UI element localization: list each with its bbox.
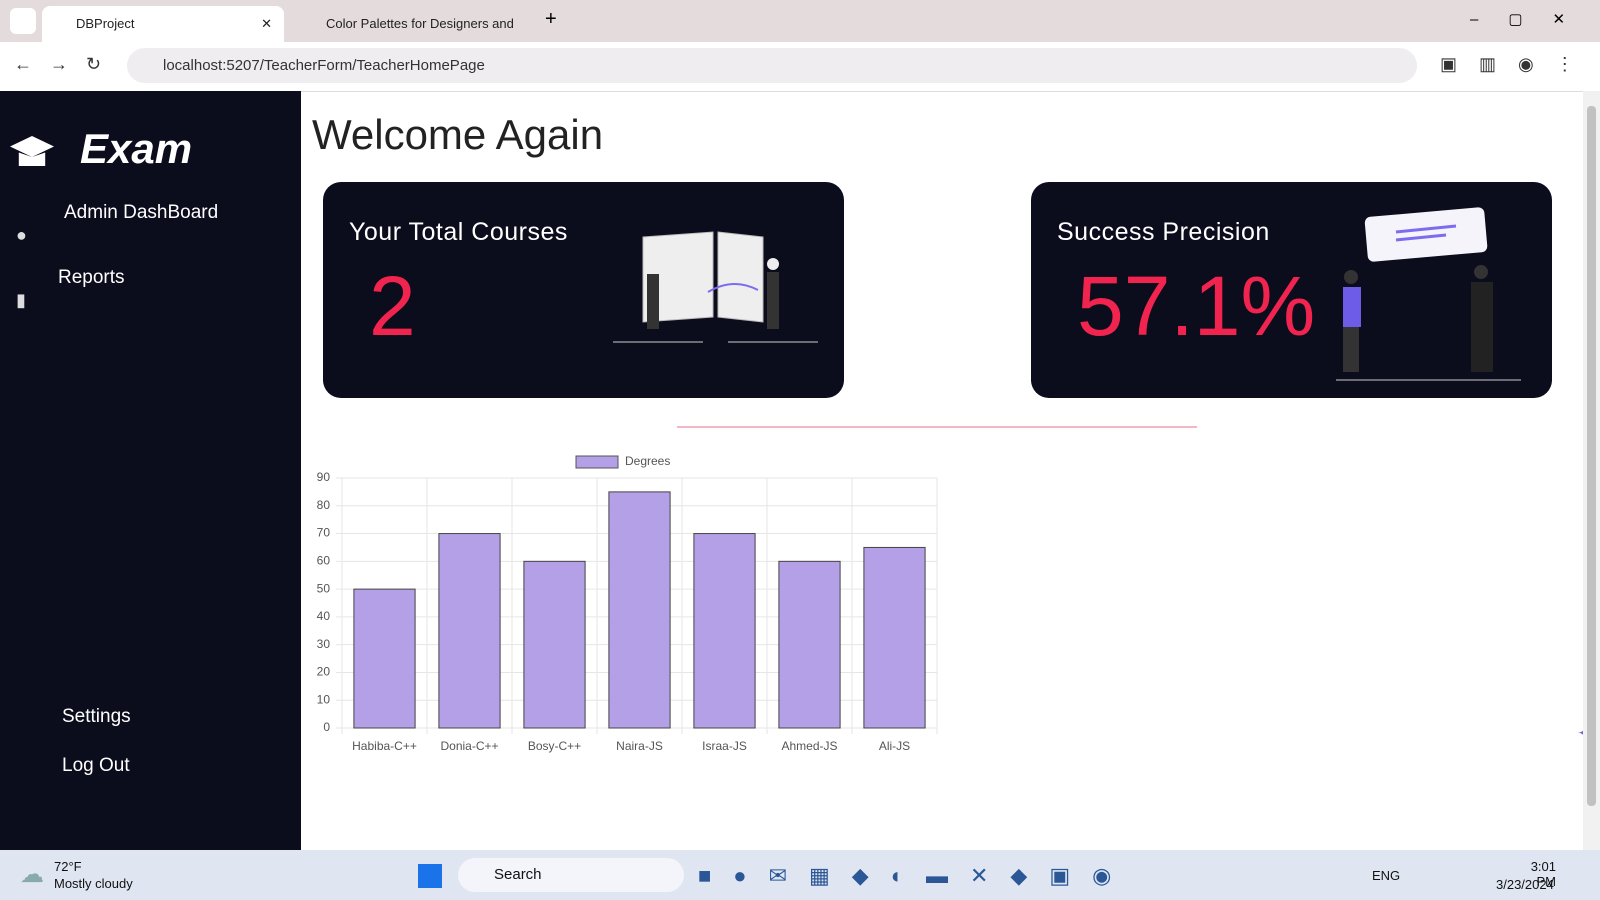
y-tick-label: 90 xyxy=(317,470,331,484)
y-tick-label: 80 xyxy=(317,498,331,512)
x-tick-label: Naira-JS xyxy=(616,739,663,753)
nav-item[interactable]: Settings xyxy=(62,706,131,727)
x-tick-label: Bosy-C++ xyxy=(528,739,581,753)
address-bar: ←→↻ localhost:5207/TeacherForm/TeacherHo… xyxy=(0,42,1600,92)
y-tick-label: 0 xyxy=(323,720,330,734)
start-button[interactable] xyxy=(418,864,442,888)
card-value: 2 xyxy=(369,259,416,353)
url: localhost:5207/TeacherForm/TeacherHomePa… xyxy=(163,57,485,74)
illustration xyxy=(613,231,818,343)
tab-bar: DBProject ✕ Color Palettes for Designers … xyxy=(0,0,1600,42)
logo-icon xyxy=(10,136,54,166)
language: ENG xyxy=(1372,868,1401,883)
url-field[interactable]: localhost:5207/TeacherForm/TeacherHomePa… xyxy=(127,48,1417,83)
divider xyxy=(677,426,1197,428)
weather-temp: 72°F xyxy=(54,859,82,874)
bar xyxy=(608,491,671,729)
illustration xyxy=(1336,207,1521,381)
y-tick-label: 40 xyxy=(317,609,331,623)
card: Your Total Courses 2 xyxy=(323,182,844,398)
tab-title: Color Palettes for Designers and xyxy=(326,16,514,31)
page-title: Welcome Again xyxy=(312,111,604,158)
toolbar-icons[interactable]: ▣▥◉⋮ xyxy=(1440,54,1596,74)
bar xyxy=(693,533,756,729)
legend-label: Degrees xyxy=(625,454,670,468)
clock-time: 3:01 PM xyxy=(1530,859,1556,889)
taskbar-apps[interactable]: ■●✉▦◆◐▬✕◆▣◉ xyxy=(698,863,1134,888)
y-tick-label: 70 xyxy=(317,526,331,540)
nav-item[interactable]: Admin DashBoard xyxy=(64,202,219,223)
nav-buttons[interactable]: ←→↻ xyxy=(14,54,120,74)
weather-icon: ☁ xyxy=(20,861,44,888)
taskbar: ☁ 72°F Mostly cloudy Search ■●✉▦◆◐▬✕◆▣◉ … xyxy=(0,850,1600,900)
x-tick-label: Habiba-C++ xyxy=(352,739,417,753)
bar xyxy=(863,546,926,729)
search-box[interactable]: Search xyxy=(458,858,684,892)
bar xyxy=(778,560,841,729)
y-tick-label: 60 xyxy=(317,554,331,568)
scroll-thumb[interactable] xyxy=(1587,106,1596,806)
bar xyxy=(523,560,586,729)
card-title: Success Precision xyxy=(1057,218,1270,246)
new-tab[interactable]: + xyxy=(545,8,557,30)
bar xyxy=(353,588,416,729)
x-tick-label: Ali-JS xyxy=(879,739,910,753)
search-label: Search xyxy=(494,866,542,883)
scrollbar[interactable] xyxy=(1583,91,1600,850)
weather-text: Mostly cloudy xyxy=(54,876,133,891)
card-value: 57.1% xyxy=(1077,259,1316,353)
x-tick-label: Ahmed-JS xyxy=(781,739,837,753)
card: Success Precision 57.1% xyxy=(1031,182,1552,398)
y-tick-label: 20 xyxy=(317,665,331,679)
bar xyxy=(438,533,501,729)
sidebar: Exam Admin DashBoard Reports Settings Lo… xyxy=(0,91,301,850)
nav-item[interactable]: Reports xyxy=(58,267,125,288)
tab-active[interactable]: DBProject ✕ xyxy=(42,6,284,42)
y-tick-label: 10 xyxy=(317,692,331,706)
card-title: Your Total Courses xyxy=(349,218,568,246)
tab-close[interactable]: ✕ xyxy=(261,16,272,31)
brand: Exam xyxy=(80,125,193,172)
legend-swatch xyxy=(575,455,619,469)
main-content: Welcome Again Your Total Courses 2 Succe… xyxy=(301,91,1594,850)
nav-item[interactable]: Log Out xyxy=(62,755,130,776)
x-tick-label: Donia-C++ xyxy=(440,739,498,753)
nav-icons: ● ▮ xyxy=(16,225,27,310)
y-tick-label: 30 xyxy=(317,637,331,651)
clock-date: 3/23/2024 xyxy=(1496,877,1554,892)
bar-chart: 0 10 20 30 40 50 60 70 80 90 Degrees Habiba-C++ Doni… xyxy=(317,454,938,753)
y-tick-label: 50 xyxy=(317,581,331,595)
tab-search-button[interactable] xyxy=(10,8,36,34)
window-controls[interactable]: –▢✕ xyxy=(1470,11,1596,28)
x-tick-label: Israa-JS xyxy=(702,739,747,753)
tab-title: DBProject xyxy=(76,16,135,31)
tab-inactive[interactable]: Color Palettes for Designers and xyxy=(292,6,522,42)
